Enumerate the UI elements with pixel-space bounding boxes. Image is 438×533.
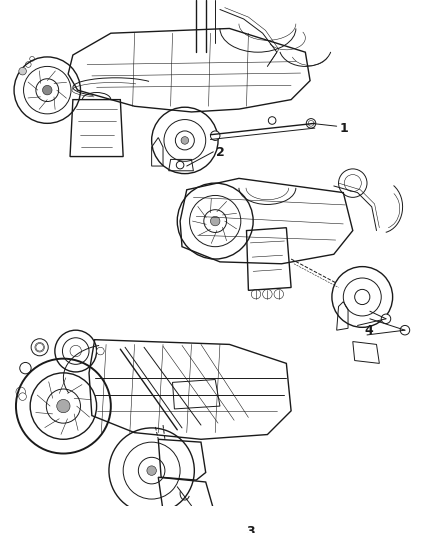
Circle shape [177,161,184,169]
Circle shape [268,117,276,124]
Circle shape [19,67,26,75]
Text: 4: 4 [364,324,373,337]
Circle shape [211,216,220,226]
Circle shape [36,343,43,351]
Circle shape [400,326,410,335]
Circle shape [179,516,191,528]
Circle shape [181,136,189,144]
Text: 2: 2 [216,146,225,159]
Circle shape [42,85,52,95]
Circle shape [97,348,104,355]
Circle shape [147,466,156,475]
Text: 3: 3 [247,525,255,533]
Circle shape [19,393,26,400]
Circle shape [57,399,70,413]
Circle shape [306,119,316,128]
Circle shape [211,131,220,140]
Text: 1: 1 [339,122,348,135]
Circle shape [381,314,391,324]
